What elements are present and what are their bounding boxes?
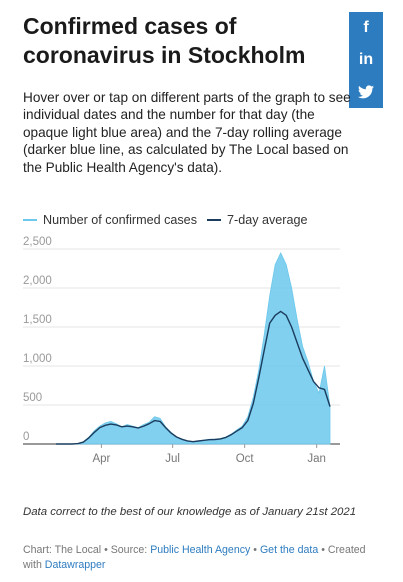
credits-separator: • [321,544,325,556]
y-tick-label: 2,500 [23,236,52,248]
cases-area-series [56,251,331,445]
chart-credits: Chart: The Local • Source: Public Health… [23,543,378,573]
legend-label-cases: Number of confirmed cases [43,213,197,227]
cases-area [56,251,331,445]
average-line [56,310,331,445]
y-tick-label: 1,000 [23,353,52,365]
social-share-bar: f in [349,12,383,108]
legend-item-cases: Number of confirmed cases [23,213,197,227]
legend-swatch-cases [23,219,37,221]
cases-area-chart[interactable]: 0 500 1,000 1,500 2,000 2,500 Apr Jul Oct Jan [0,232,403,487]
legend-swatch-average [207,219,221,221]
y-tick-label: 500 [23,392,42,404]
facebook-icon: f [363,19,369,36]
y-tick-label: 0 [23,431,29,443]
x-tick-label: Apr [92,453,110,465]
credits-separator: • [253,544,257,556]
legend-item-average: 7-day average [207,213,308,227]
average-line-series [56,310,331,445]
x-axis-tick-labels: Apr Jul Oct Jan [92,444,326,465]
twitter-share-button[interactable] [349,76,383,108]
page-title: Confirmed cases of coronavirus in Stockh… [23,13,306,68]
y-tick-label: 1,500 [23,314,52,326]
facebook-share-button[interactable]: f [349,12,383,44]
linkedin-share-button[interactable]: in [349,44,383,76]
source-link[interactable]: Public Health Agency [150,544,251,556]
credits-prefix: Chart: The Local • Source: [23,544,148,556]
created-with-label: Created with [23,544,366,571]
datawrapper-link[interactable]: Datawrapper [44,559,106,571]
x-tick-label: Jul [165,453,180,465]
chart-description: Hover over or tap on different parts of … [23,90,351,175]
y-axis-tick-labels: 0 500 1,000 1,500 2,000 2,500 [23,236,52,443]
legend-label-average: 7-day average [227,213,308,227]
data-disclaimer: Data correct to the best of our knowledg… [23,506,357,518]
x-tick-label: Oct [236,453,255,465]
twitter-icon [358,85,374,99]
linkedin-icon: in [358,51,374,68]
chart-legend: Number of confirmed cases 7-day average [23,213,318,227]
y-tick-label: 2,000 [23,275,52,287]
get-data-link[interactable]: Get the data [259,544,319,556]
x-tick-label: Jan [307,453,326,465]
